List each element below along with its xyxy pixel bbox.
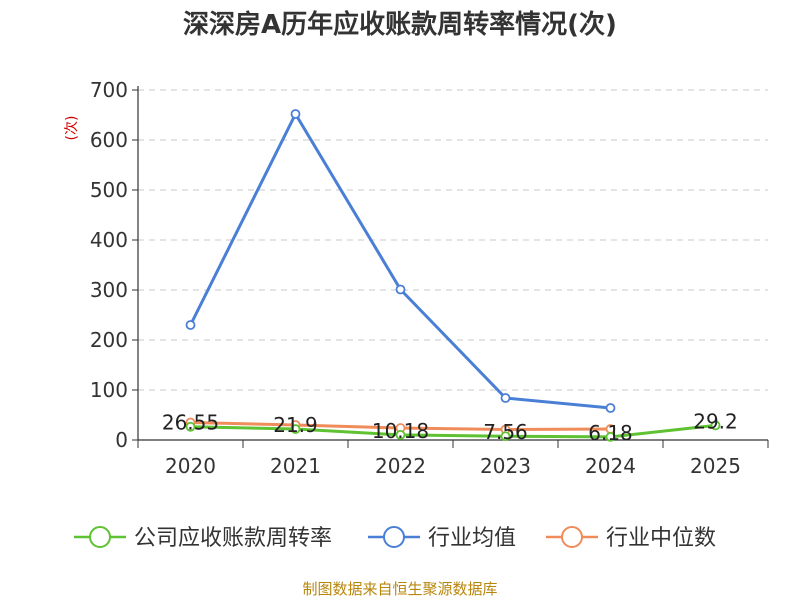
data-label: 6.18: [588, 421, 633, 445]
legend-label: 行业中位数: [606, 526, 716, 551]
series-1-point: [500, 393, 511, 403]
data-label: 7.56: [483, 420, 528, 444]
y-tick-label: 300: [90, 278, 128, 302]
y-tick-label: 0: [115, 428, 128, 452]
x-tick-label: 2021: [270, 454, 321, 478]
series-line-0: [190, 423, 716, 439]
x-tick-label: 2020: [165, 454, 216, 478]
data-labels: 26.55 21.9 10.18 7.56 6.18 29.2: [162, 409, 738, 445]
axes: 0 100 200 300 400 500 600 700 2020 2021 2022 2023 20…: [90, 78, 769, 478]
legend-label: 公司应收账款周转率: [134, 526, 332, 551]
legend-swatch-marker: [561, 526, 583, 548]
series-0-point: [185, 421, 196, 432]
gridlines: [138, 89, 768, 391]
x-tick-label: 2024: [585, 454, 636, 478]
series-1-point: [605, 403, 616, 413]
series-0-point: [710, 420, 721, 431]
legend-item-0: 公司应收账款周转率: [74, 526, 332, 551]
y-tick-label: 100: [90, 378, 128, 402]
x-tick-label: 2022: [375, 454, 426, 478]
series-1-point: [395, 284, 406, 295]
y-axis-label: (次): [64, 116, 80, 141]
x-tick-label: 2023: [480, 454, 531, 478]
data-label: 29.2: [693, 409, 738, 433]
data-label: 26.55: [162, 411, 219, 435]
legend-item-2: 行业中位数: [546, 526, 716, 551]
series-0-point: [500, 431, 511, 442]
y-tick-label: 600: [90, 128, 128, 152]
y-tick-label: 200: [90, 328, 128, 352]
y-tick-label: 700: [90, 78, 128, 102]
y-tick-label: 500: [90, 178, 128, 202]
legend-swatch-marker: [383, 526, 405, 548]
series-line-1: [189, 112, 611, 410]
legend: 公司应收账款周转率 行业均值 行业中位数: [74, 526, 716, 551]
chart-title: 深深房A历年应收账款周转率情况(次): [183, 9, 617, 40]
data-label: 10.18: [372, 419, 429, 443]
legend-item-1: 行业均值: [368, 526, 516, 551]
series-1-point: [290, 109, 301, 119]
series-1-point: [185, 320, 196, 330]
x-tick-label: 2025: [690, 454, 741, 478]
series-0-point: [605, 432, 616, 442]
series-layer: [185, 109, 721, 442]
data-label: 21.9: [273, 413, 318, 437]
legend-label: 行业均值: [428, 526, 516, 551]
y-tick-label: 400: [90, 228, 128, 252]
series-0-point: [395, 430, 406, 440]
source-note: 制图数据来自恒生聚源数据库: [302, 580, 497, 598]
series-0-point: [290, 424, 301, 434]
legend-swatch-marker: [89, 526, 111, 548]
